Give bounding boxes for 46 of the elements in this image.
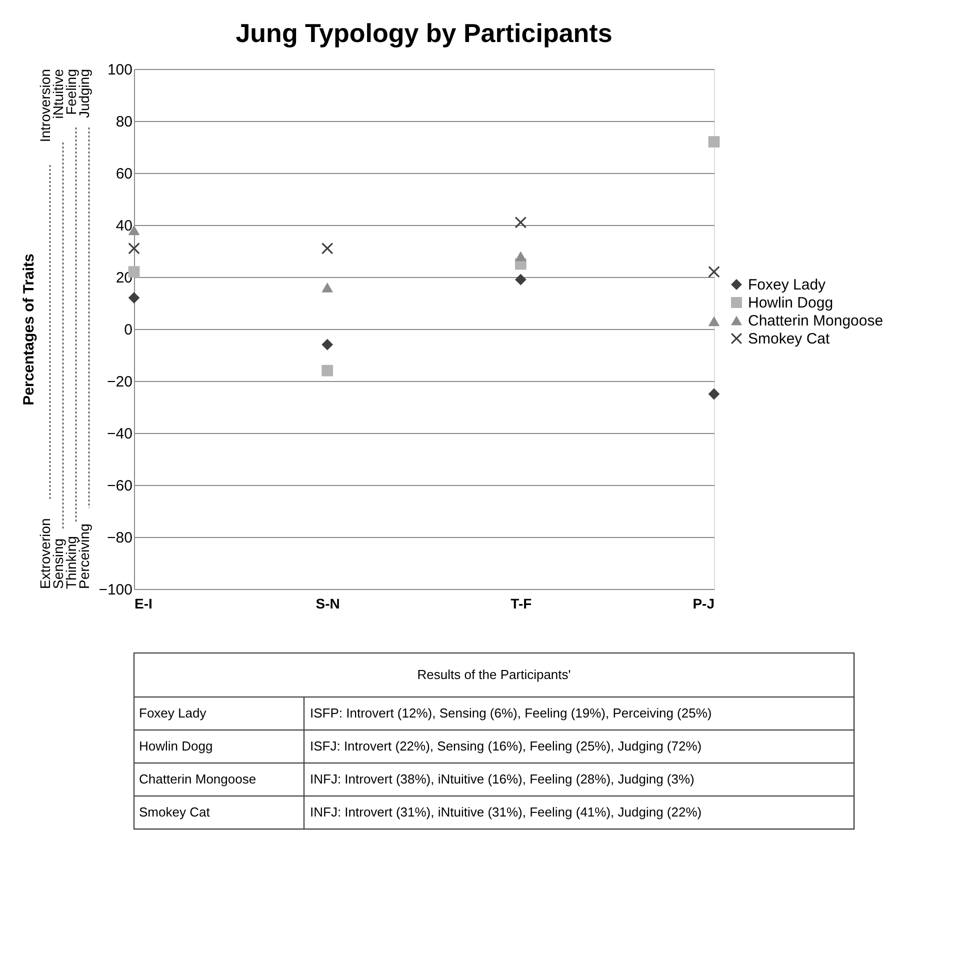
y-tick-label: 80 [116,114,132,130]
y-tick-label: 0 [124,322,132,338]
text: ISFP: Introvert (12%), Sensing (6%), Feeling (19%), Perceiving (25%) [310,706,712,720]
legend-label: Foxey Lady [748,276,826,294]
point [708,388,720,400]
text: iNtuitive [50,68,66,119]
point [708,136,720,148]
text: INFJ: Introvert (31%), iNtuitive (31%), Feeling (41%), Judging (22%) [310,804,702,820]
point [128,292,140,304]
y-tick-label: −60 [107,478,132,494]
point [514,216,526,228]
y-tick-label: 40 [116,218,132,234]
text: INFJ: Introvert (38%), iNtuitive (16%), Feeling (28%), Judging (3%) [310,772,694,786]
legend-label: Chatterin Mongoose [748,312,884,330]
point [514,274,526,286]
text: ISFJ: Introvert (22%), Sensing (16%), Feeling (25%), Judging (72%) [310,738,702,754]
point [514,251,526,262]
y-axis-title: Percentages of Traits [20,254,38,406]
legend-label: Howlin Dogg [748,294,834,312]
y-tick-label: 100 [107,62,132,78]
text: Foxey Lady [139,706,207,720]
x-tick-label: P-J [692,596,714,612]
text: Extroverion [37,518,53,589]
text: Chatterin Mongoose [139,772,256,786]
point [322,242,334,254]
text: Results of the Participants' [417,667,571,682]
point [322,282,334,292]
x-tick-label: T-F [510,596,532,612]
y-tick-label: 60 [116,166,132,182]
x-tick-label: E-I [134,596,152,612]
text: Smokey Cat [139,804,210,820]
point [322,338,334,350]
x-tick-label: S-N [316,596,340,612]
text: Introversion [37,69,53,142]
chart-title: Jung Typology by Participants [236,18,612,48]
y-tick-label: −40 [107,426,132,442]
y-tick-label: −80 [107,530,132,546]
text: Sensing [50,538,66,589]
point [128,242,140,254]
point [322,364,334,376]
text: Feeling [63,69,79,115]
y-tick-label: −100 [98,582,132,598]
point [708,316,720,326]
text: Howlin Dogg [139,738,213,754]
y-tick-label: −20 [107,374,132,390]
legend-label: Smokey Cat [748,330,831,348]
